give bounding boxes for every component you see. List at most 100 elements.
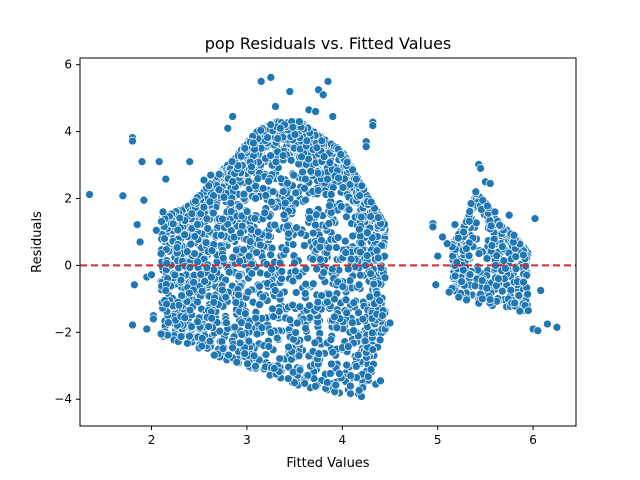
data-point <box>197 286 207 296</box>
data-point <box>306 166 316 176</box>
data-point <box>240 143 250 153</box>
data-point <box>199 175 209 185</box>
data-point <box>338 282 348 292</box>
data-point <box>294 351 304 361</box>
data-point <box>338 183 348 192</box>
data-point <box>214 185 224 195</box>
data-point <box>267 264 277 274</box>
data-point <box>244 177 253 186</box>
data-point <box>487 241 497 250</box>
data-point <box>193 297 202 307</box>
data-point <box>495 220 505 230</box>
data-point <box>222 318 231 328</box>
data-point <box>284 342 293 352</box>
data-point <box>215 326 225 336</box>
data-point <box>174 300 184 310</box>
data-point <box>158 207 168 217</box>
data-point <box>247 269 257 278</box>
data-point <box>330 294 339 304</box>
data-point <box>132 220 142 229</box>
data-point <box>214 169 224 179</box>
data-point <box>239 189 249 199</box>
data-point <box>231 298 241 307</box>
data-point <box>239 245 249 255</box>
data-point <box>315 254 325 264</box>
data-point <box>342 360 352 370</box>
data-point <box>190 249 199 258</box>
data-point <box>530 214 540 223</box>
data-point <box>156 329 166 339</box>
data-point <box>295 117 304 126</box>
data-point <box>227 157 237 166</box>
data-point <box>326 369 335 378</box>
data-point <box>204 322 213 331</box>
data-point <box>257 323 267 333</box>
data-point <box>322 378 332 387</box>
data-point <box>477 276 487 285</box>
data-point <box>224 350 233 360</box>
data-point <box>346 254 356 264</box>
data-point <box>173 225 183 235</box>
data-point <box>245 237 255 246</box>
data-point <box>255 300 264 310</box>
data-point <box>151 225 161 235</box>
data-point <box>367 328 377 338</box>
data-point <box>295 302 305 312</box>
data-point <box>300 174 310 184</box>
data-point <box>453 233 463 243</box>
data-point <box>268 187 278 196</box>
data-point <box>200 277 209 286</box>
data-point <box>511 264 521 274</box>
data-point <box>373 253 383 263</box>
data-point <box>286 155 296 165</box>
data-point <box>348 165 357 175</box>
data-point <box>251 181 260 191</box>
y-tick-label: 4 <box>64 125 72 139</box>
data-point <box>207 272 216 282</box>
data-point <box>466 199 476 208</box>
data-point <box>283 178 292 188</box>
y-tick-label: 6 <box>64 58 72 72</box>
data-point <box>308 254 318 264</box>
data-point <box>356 247 365 257</box>
data-point <box>288 240 298 249</box>
data-point <box>373 213 383 222</box>
data-point <box>193 317 202 327</box>
data-point <box>216 230 226 240</box>
data-point <box>256 126 266 135</box>
data-point <box>358 314 368 324</box>
data-point <box>533 326 543 336</box>
data-point <box>431 280 441 290</box>
data-point <box>277 274 286 284</box>
data-point <box>349 298 359 308</box>
data-point <box>193 220 202 229</box>
data-point <box>243 321 253 331</box>
data-point <box>244 336 254 346</box>
data-point <box>180 230 190 240</box>
data-point <box>327 359 336 369</box>
data-point <box>223 123 233 133</box>
data-point <box>290 378 299 388</box>
data-point <box>203 224 213 233</box>
data-point <box>233 161 243 170</box>
data-point <box>128 136 137 146</box>
data-point <box>130 280 139 290</box>
data-point <box>305 214 314 223</box>
data-point <box>230 322 240 332</box>
data-point <box>228 343 237 353</box>
data-point <box>219 192 229 202</box>
data-point <box>289 170 299 180</box>
data-point <box>333 233 343 242</box>
data-point <box>490 207 500 217</box>
data-point <box>235 201 244 211</box>
data-point <box>346 371 356 381</box>
data-point <box>285 87 295 96</box>
data-point <box>256 240 265 250</box>
data-point <box>311 381 320 391</box>
data-point <box>243 287 253 297</box>
data-point <box>249 138 258 148</box>
data-point <box>278 187 288 196</box>
data-point <box>302 136 312 146</box>
data-point <box>343 342 353 351</box>
data-point <box>190 232 200 241</box>
